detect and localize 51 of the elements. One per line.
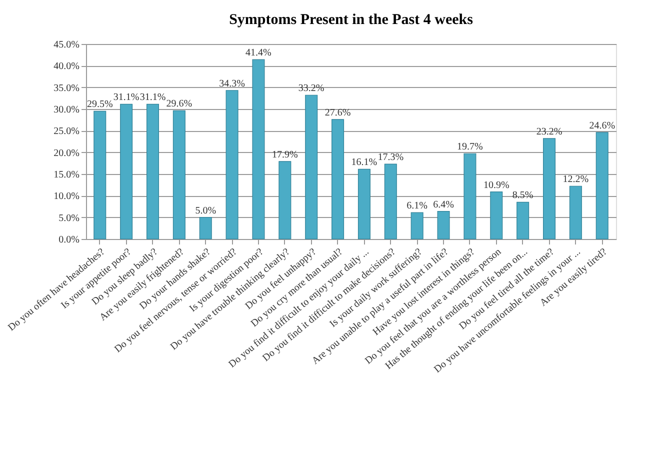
y-tick-label: 30.0%	[54, 104, 80, 116]
chart-title: Symptoms Present in the Past 4 weeks	[229, 12, 474, 28]
data-label: 17.3%	[378, 152, 404, 164]
data-label: 29.6%	[166, 98, 192, 110]
data-label: 34.3%	[219, 78, 245, 90]
bar	[464, 153, 476, 240]
data-label: 8.5%	[512, 190, 534, 202]
y-tick-label: 25.0%	[54, 126, 80, 138]
bar	[252, 59, 265, 240]
data-label: 29.5%	[86, 99, 113, 110]
bar	[332, 119, 344, 240]
bar	[226, 90, 238, 240]
y-tick-label: 45.0%	[54, 40, 80, 50]
data-label: 5.0%	[195, 205, 216, 216]
y-tick-label: 20.0%	[54, 148, 80, 159]
bar	[146, 104, 159, 240]
y-tick-label: 35.0%	[54, 82, 80, 94]
data-label: 6.1%	[406, 200, 428, 212]
data-label: 23.2%	[536, 126, 562, 138]
bar	[305, 94, 318, 240]
bar	[437, 210, 450, 240]
bar	[569, 186, 582, 240]
y-tick-label: 5.0%	[58, 212, 80, 224]
y-tick-label: 0.0%	[58, 234, 80, 246]
data-label: 31.1%	[140, 92, 166, 104]
bar	[94, 110, 106, 240]
bar	[410, 212, 424, 240]
bar	[278, 161, 292, 240]
data-label: 41.4%	[246, 48, 272, 59]
bar	[596, 132, 608, 240]
data-label: 31.1%	[113, 92, 140, 104]
data-label: 33.2%	[298, 83, 324, 94]
y-tick-label: 10.0%	[54, 191, 80, 202]
bar	[358, 168, 370, 240]
bar	[543, 138, 556, 240]
bar	[172, 110, 186, 240]
data-label: 19.7%	[457, 142, 483, 153]
bar	[120, 104, 133, 240]
y-tick-label: 40.0%	[54, 61, 80, 72]
y-tick-label: 15.0%	[54, 170, 80, 180]
bar	[490, 191, 503, 240]
data-label: 17.9%	[272, 149, 298, 160]
data-label: 27.6%	[324, 107, 351, 118]
data-label: 12.2%	[562, 174, 589, 186]
data-label: 16.1%	[351, 157, 378, 168]
bar	[384, 164, 397, 240]
bar	[199, 217, 212, 240]
data-label: 10.9%	[483, 180, 510, 191]
data-label: 6.4%	[433, 199, 454, 210]
bar	[516, 202, 530, 240]
data-label: 24.6%	[589, 120, 616, 132]
